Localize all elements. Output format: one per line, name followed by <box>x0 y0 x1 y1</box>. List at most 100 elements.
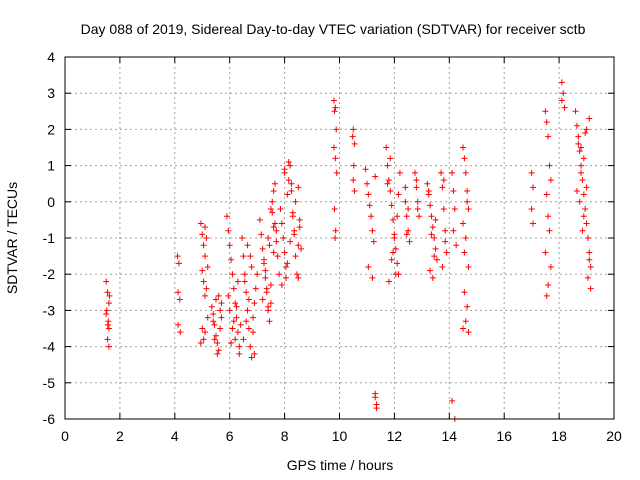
data-point <box>546 162 553 169</box>
data-point <box>287 162 294 169</box>
data-point <box>296 216 303 223</box>
data-point <box>234 329 241 336</box>
data-point <box>425 187 432 194</box>
data-point <box>269 209 276 216</box>
y-tick-label: -1 <box>43 230 56 246</box>
data-point <box>542 108 549 115</box>
data-point <box>390 216 397 223</box>
data-point <box>543 119 550 126</box>
data-point <box>228 339 235 346</box>
data-point <box>201 253 208 260</box>
data-point <box>464 187 471 194</box>
data-point <box>545 133 552 140</box>
x-axis-label: GPS time / hours <box>287 457 394 473</box>
data-point <box>177 329 184 336</box>
data-point <box>226 242 233 249</box>
data-point <box>453 242 460 249</box>
data-point <box>230 285 237 292</box>
data-point <box>298 245 305 252</box>
data-point <box>104 289 111 296</box>
data-point <box>414 198 421 205</box>
x-tick-label: 2 <box>116 428 124 444</box>
data-point <box>248 354 255 361</box>
data-point <box>368 213 375 220</box>
data-point <box>460 220 467 227</box>
data-point <box>259 296 266 303</box>
data-point <box>240 336 247 343</box>
data-point <box>199 325 206 332</box>
data-point <box>293 271 300 278</box>
data-point <box>440 206 447 213</box>
data-point <box>250 314 257 321</box>
data-point <box>579 177 586 184</box>
data-point <box>241 271 248 278</box>
data-point <box>396 169 403 176</box>
data-point <box>391 235 398 241</box>
data-point <box>451 206 458 213</box>
data-point <box>462 318 469 325</box>
data-point <box>387 187 394 194</box>
data-point <box>573 122 580 129</box>
data-point <box>106 292 113 299</box>
data-point <box>263 285 270 292</box>
data-point <box>582 130 589 137</box>
data-point <box>262 267 269 274</box>
data-point <box>413 184 420 191</box>
data-point <box>200 242 207 249</box>
data-point <box>203 235 210 241</box>
data-point <box>362 166 369 173</box>
data-point <box>217 325 224 332</box>
data-point <box>248 263 255 270</box>
data-point <box>416 213 423 220</box>
data-point <box>461 155 468 162</box>
data-point <box>403 231 410 238</box>
data-point <box>442 227 449 234</box>
data-point <box>103 278 110 285</box>
data-point <box>269 198 276 205</box>
data-point <box>428 231 435 238</box>
data-point <box>439 263 446 270</box>
data-point <box>411 169 418 176</box>
data-point <box>587 285 594 292</box>
y-tick-label: 4 <box>47 49 55 65</box>
data-point <box>230 318 237 325</box>
data-point <box>243 289 250 296</box>
data-point <box>427 202 434 209</box>
data-point <box>267 282 274 289</box>
data-point <box>273 238 280 245</box>
data-point <box>333 169 340 176</box>
data-point <box>223 213 230 220</box>
data-point <box>578 144 585 151</box>
data-point <box>287 238 294 245</box>
data-point <box>580 191 587 198</box>
data-point <box>225 292 232 299</box>
data-point <box>528 169 535 176</box>
data-point <box>575 133 582 140</box>
data-point <box>366 202 373 209</box>
data-point <box>442 238 449 245</box>
data-point <box>271 220 278 227</box>
y-tick-label: 3 <box>47 85 55 101</box>
data-point <box>245 296 252 303</box>
data-point <box>295 274 302 281</box>
data-point <box>266 242 273 249</box>
x-tick-label: 12 <box>387 428 403 444</box>
data-point <box>584 235 591 241</box>
data-point <box>247 343 254 350</box>
data-point <box>369 227 376 234</box>
data-point <box>460 144 467 151</box>
data-point <box>211 336 218 343</box>
data-point <box>212 332 219 339</box>
data-point <box>464 303 471 310</box>
data-point <box>573 187 580 194</box>
data-point <box>218 314 225 321</box>
data-point <box>174 253 181 260</box>
data-point <box>292 198 299 205</box>
data-point <box>103 307 110 314</box>
data-point <box>270 187 277 194</box>
data-point <box>103 311 110 318</box>
data-point <box>385 278 392 285</box>
data-point <box>431 253 438 260</box>
